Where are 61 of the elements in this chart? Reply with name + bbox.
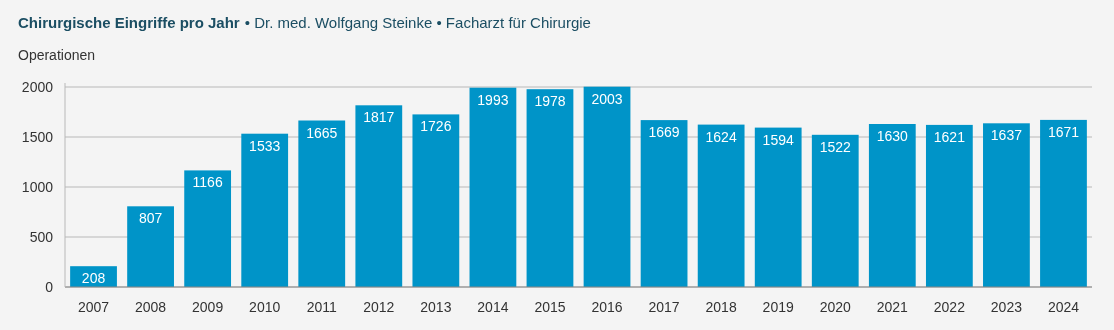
bar xyxy=(811,134,859,287)
x-tick-label: 2015 xyxy=(534,299,566,315)
x-tick-label: 2021 xyxy=(876,299,909,315)
x-tick-label: 2020 xyxy=(819,299,852,315)
y-tick-label: 0 xyxy=(45,279,54,295)
y-tick-label: 1500 xyxy=(21,129,54,145)
bar xyxy=(184,170,232,287)
data-label: 1624 xyxy=(705,128,737,145)
bar xyxy=(469,87,517,287)
data-label: 1726 xyxy=(420,118,452,135)
x-tick-label: 2022 xyxy=(933,299,966,315)
data-label: 1993 xyxy=(477,91,509,108)
x-tick-label: 2009 xyxy=(192,299,224,315)
x-tick-label: 2011 xyxy=(306,299,338,315)
chart-subtitle: • Dr. med. Wolfgang Steinke • Facharzt für Chirurgie xyxy=(244,14,591,31)
x-tick-label: 2016 xyxy=(591,299,623,315)
data-label: 1533 xyxy=(249,137,281,154)
x-tick-label: 2012 xyxy=(363,299,395,315)
x-tick-label: 2010 xyxy=(249,299,281,315)
x-tick-label: 2014 xyxy=(477,299,509,315)
x-tick-label: 2019 xyxy=(762,299,794,315)
data-label: 1637 xyxy=(990,127,1023,144)
data-label: 2003 xyxy=(591,90,623,107)
bar xyxy=(526,89,574,287)
y-axis-title: Operationen xyxy=(18,47,96,63)
bar xyxy=(355,105,403,287)
data-label: 1166 xyxy=(192,174,223,191)
data-label: 1594 xyxy=(762,131,794,148)
bar xyxy=(412,114,460,287)
y-tick-label: 2000 xyxy=(21,79,54,95)
data-label: 1630 xyxy=(876,128,909,144)
x-tick-label: 2013 xyxy=(420,299,452,315)
x-tick-label: 2018 xyxy=(705,299,737,315)
bar xyxy=(754,127,802,287)
data-label: 807 xyxy=(138,210,163,227)
bar xyxy=(868,124,916,287)
x-tick-label: 2024 xyxy=(1047,299,1080,315)
data-label: 1671 xyxy=(1047,123,1080,140)
y-tick-label: 1000 xyxy=(21,179,54,195)
bar xyxy=(983,123,1030,287)
bar xyxy=(241,133,289,287)
data-label: 1978 xyxy=(534,93,566,110)
bar xyxy=(925,124,973,287)
bar xyxy=(298,120,346,287)
bar xyxy=(583,86,631,287)
data-label: 1665 xyxy=(306,124,338,141)
x-tick-label: 2007 xyxy=(77,299,110,315)
bar xyxy=(127,206,174,287)
x-tick-label: 2008 xyxy=(135,299,167,315)
data-label: 208 xyxy=(81,270,106,287)
x-tick-label: 2023 xyxy=(990,299,1023,315)
bar xyxy=(697,124,745,287)
y-tick-label: 500 xyxy=(29,229,54,245)
data-label: 1669 xyxy=(648,124,680,141)
data-label: 1522 xyxy=(819,138,852,155)
bar xyxy=(640,120,688,287)
x-tick-label: 2017 xyxy=(648,299,680,315)
chart-title: Chirurgische Eingriffe pro Jahr xyxy=(18,14,240,31)
data-label: 1621 xyxy=(933,128,966,145)
data-label: 1817 xyxy=(363,109,395,126)
bar xyxy=(1040,119,1087,287)
